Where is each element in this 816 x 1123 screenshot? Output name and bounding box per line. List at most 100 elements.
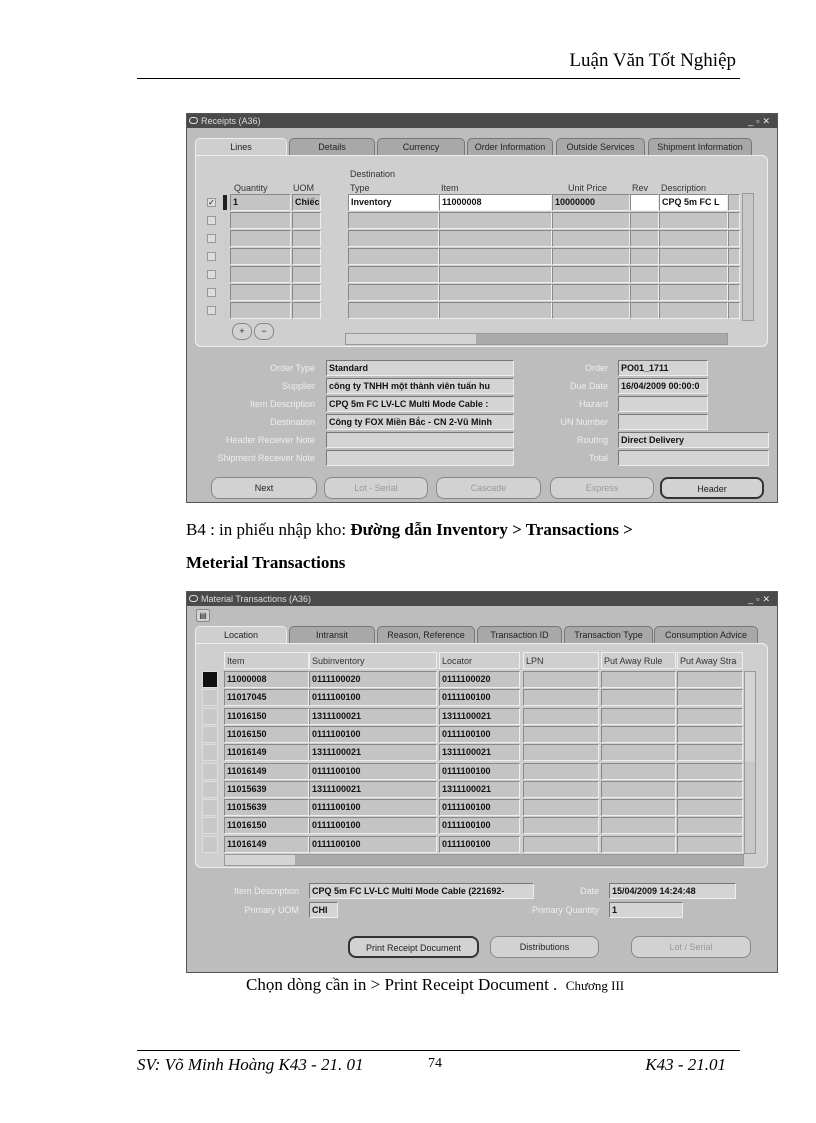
row-selector[interactable] [202,780,218,798]
cell-item[interactable]: 11000008 [224,671,309,688]
column-header[interactable]: Subinventory [309,652,437,669]
cell-put-away-rule[interactable] [601,689,676,707]
routing-field[interactable]: Direct Delivery [618,432,769,448]
row-selector[interactable] [202,817,218,835]
cell-description[interactable] [659,284,728,301]
tab-outside-services[interactable]: Outside Services [556,138,645,156]
tab-reason-reference[interactable]: Reason, Reference [377,626,475,644]
cell-dest-type[interactable] [348,248,439,265]
cell-dest-type[interactable] [348,302,439,319]
window-controls-icon[interactable]: _▫✕ [748,594,773,604]
cell-lpn[interactable] [523,799,599,817]
cell-extra[interactable] [728,302,740,319]
order-field[interactable]: PO01_1711 [618,360,708,376]
cascade-button[interactable]: Cascade [436,477,541,499]
cell-item[interactable] [439,302,552,319]
cell-unit-price[interactable] [552,230,630,247]
cell-locator[interactable]: 0111100100 [439,799,520,817]
cell-locator[interactable]: 0111100100 [439,725,520,743]
remove-row-button[interactable]: − [254,323,274,340]
cell-lpn[interactable] [523,689,599,707]
cell-quantity[interactable] [230,302,291,319]
cell-quantity[interactable] [230,266,291,283]
cell-description[interactable] [659,248,728,265]
cell-quantity[interactable] [230,230,291,247]
column-header[interactable]: Item [224,652,309,669]
cell-lpn[interactable] [523,817,599,835]
column-header[interactable]: Locator [439,652,520,669]
cell-description[interactable] [659,212,728,229]
cell-put-away-stra[interactable] [677,744,743,762]
cell-rev[interactable] [630,212,659,229]
total-field[interactable] [618,450,769,466]
cell-put-away-rule[interactable] [601,780,676,798]
cell-put-away-stra[interactable] [677,817,743,835]
cell-subinventory[interactable]: 0111100020 [309,671,437,688]
cell-uom[interactable] [292,284,321,301]
tab-location[interactable]: Location [195,626,287,644]
tab-transaction-type[interactable]: Transaction Type [564,626,653,644]
item-description-field[interactable]: CPQ 5m FC LV-LC Multi Mode Cable (221692… [309,883,534,899]
cell-locator[interactable]: 0111100020 [439,671,520,688]
cell-unit-price[interactable] [552,302,630,319]
cell-rev[interactable] [630,230,659,247]
cell-put-away-rule[interactable] [601,671,676,688]
cell-dest-type[interactable]: Inventory [348,194,439,211]
cell-uom[interactable] [292,266,321,283]
cell-dest-type[interactable] [348,266,439,283]
cell-locator[interactable]: 1311100021 [439,780,520,798]
cell-item[interactable]: 11017045 [224,689,309,707]
cell-unit-price[interactable] [552,248,630,265]
row-checkbox[interactable] [207,306,216,315]
lines-vertical-scrollbar[interactable] [742,193,754,321]
primary-uom-field[interactable]: CHI [309,902,338,918]
cell-uom[interactable]: Chiếc [292,194,321,211]
row-selector[interactable] [202,835,218,853]
row-checkbox[interactable] [207,288,216,297]
row-checkbox[interactable]: ✓ [207,198,216,207]
cell-rev[interactable] [630,284,659,301]
cell-unit-price[interactable] [552,212,630,229]
cell-rev[interactable] [630,194,659,211]
folder-tool-icon[interactable]: ▤ [196,609,210,622]
cell-put-away-rule[interactable] [601,707,676,725]
window-controls-icon[interactable]: _▫✕ [748,116,773,126]
cell-item[interactable]: 11016149 [224,762,309,780]
tab-intransit[interactable]: Intransit [289,626,375,644]
cell-put-away-stra[interactable] [677,799,743,817]
row-selector[interactable] [202,707,218,725]
item-desc-field[interactable]: CPQ 5m FC LV-LC Multi Mode Cable : [326,396,514,412]
cell-subinventory[interactable]: 1311100021 [309,780,437,798]
tab-details[interactable]: Details [289,138,375,156]
cell-lpn[interactable] [523,762,599,780]
cell-item[interactable] [439,212,552,229]
cell-extra[interactable] [728,212,740,229]
row-selector[interactable] [202,671,218,688]
cell-extra[interactable] [728,230,740,247]
cell-subinventory[interactable]: 0111100100 [309,725,437,743]
cell-put-away-stra[interactable] [677,689,743,707]
order-type-field[interactable]: Standard [326,360,514,376]
cell-subinventory[interactable]: 1311100021 [309,707,437,725]
cell-locator[interactable]: 0111100100 [439,817,520,835]
cell-description[interactable] [659,266,728,283]
cell-item[interactable] [439,248,552,265]
cell-put-away-stra[interactable] [677,835,743,853]
hazard-field[interactable] [618,396,708,412]
cell-item[interactable]: 11016150 [224,725,309,743]
column-header[interactable]: Put Away Stra [677,652,743,669]
cell-extra[interactable] [728,194,740,211]
row-selector[interactable] [202,744,218,762]
cell-item[interactable]: 11016149 [224,744,309,762]
cell-put-away-stra[interactable] [677,707,743,725]
next-button[interactable]: Next [211,477,317,499]
cell-quantity[interactable] [230,284,291,301]
cell-extra[interactable] [728,284,740,301]
cell-lpn[interactable] [523,744,599,762]
row-selector[interactable] [202,725,218,743]
cell-lpn[interactable] [523,671,599,688]
cell-subinventory[interactable]: 0111100100 [309,762,437,780]
cell-locator[interactable]: 1311100021 [439,744,520,762]
cell-unit-price[interactable]: 10000000 [552,194,630,211]
cell-put-away-stra[interactable] [677,780,743,798]
